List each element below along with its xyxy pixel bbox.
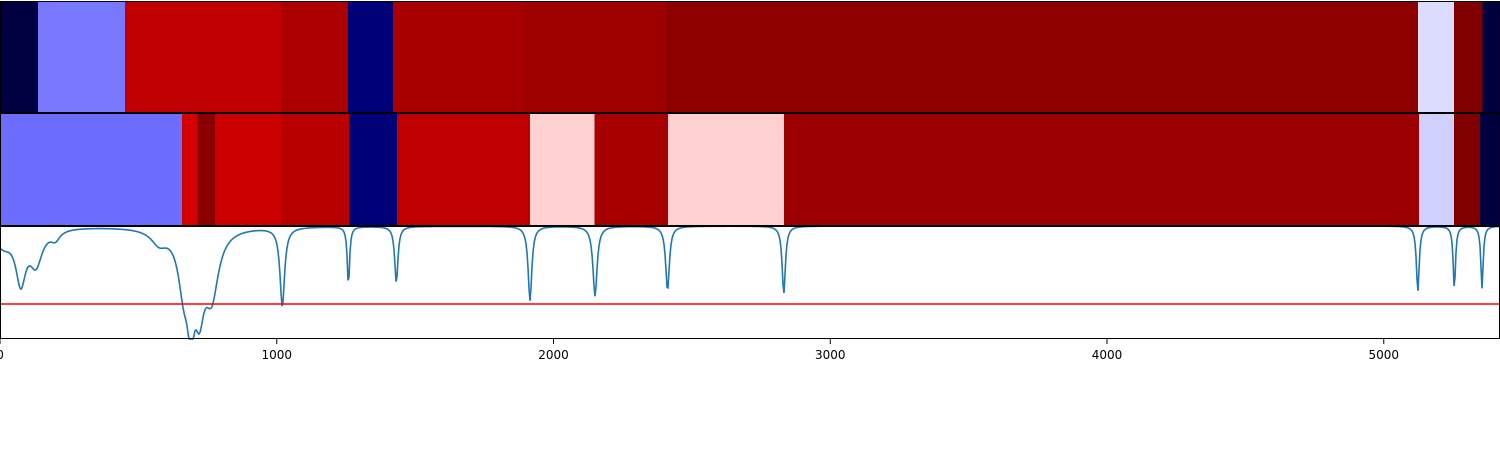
x-tick-label-2: 2000: [538, 348, 569, 362]
track-1-segment-9: [1454, 1, 1483, 113]
panel-frame-3: [0, 226, 1500, 339]
track-1-segment-4: [347, 1, 393, 113]
track-1-segment-1: [37, 1, 126, 113]
x-tick-label-4: 4000: [1092, 348, 1123, 362]
track-1-segment-2: [125, 1, 281, 113]
track-2-segment-0: [0, 113, 183, 226]
track-2-segment-3: [214, 113, 281, 226]
track-2-segment-8: [594, 113, 668, 226]
track-2-segment-12: [1454, 113, 1481, 226]
x-tick-label-3: 3000: [815, 348, 846, 362]
x-axis: 0 1000 2000 3000 4000 5000: [0, 339, 1399, 362]
track-1-segment-0: [0, 1, 38, 113]
track-2-segment-6: [396, 113, 530, 226]
heatmap-track-1: [0, 1, 1500, 113]
track-2-segment-13: [1480, 113, 1500, 226]
track-1-segment-10: [1482, 1, 1500, 113]
track-2-segment-9: [667, 113, 785, 226]
x-tick-label-5: 5000: [1368, 348, 1399, 362]
track-2-segment-7: [529, 113, 595, 226]
track-1-segment-6: [524, 1, 666, 113]
track-2-segment-11: [1418, 113, 1455, 226]
track-2-segment-4: [280, 113, 350, 226]
track-2-segment-1: [182, 113, 198, 226]
track-1-segment-7: [665, 1, 1418, 113]
track-2-segment-5: [349, 113, 397, 226]
track-2-segment-2: [197, 113, 215, 226]
x-tick-label-0: 0: [0, 348, 4, 362]
track-2-segment-10: [784, 113, 1419, 226]
x-tick-label-1: 1000: [261, 348, 292, 362]
heatmap-track-2: [0, 113, 1500, 226]
track-1-segment-8: [1417, 1, 1455, 113]
line-panel: [0, 225, 1500, 340]
track-1-segment-3: [280, 1, 348, 113]
track-1-segment-5: [392, 1, 525, 113]
line-series: [0, 225, 1500, 340]
